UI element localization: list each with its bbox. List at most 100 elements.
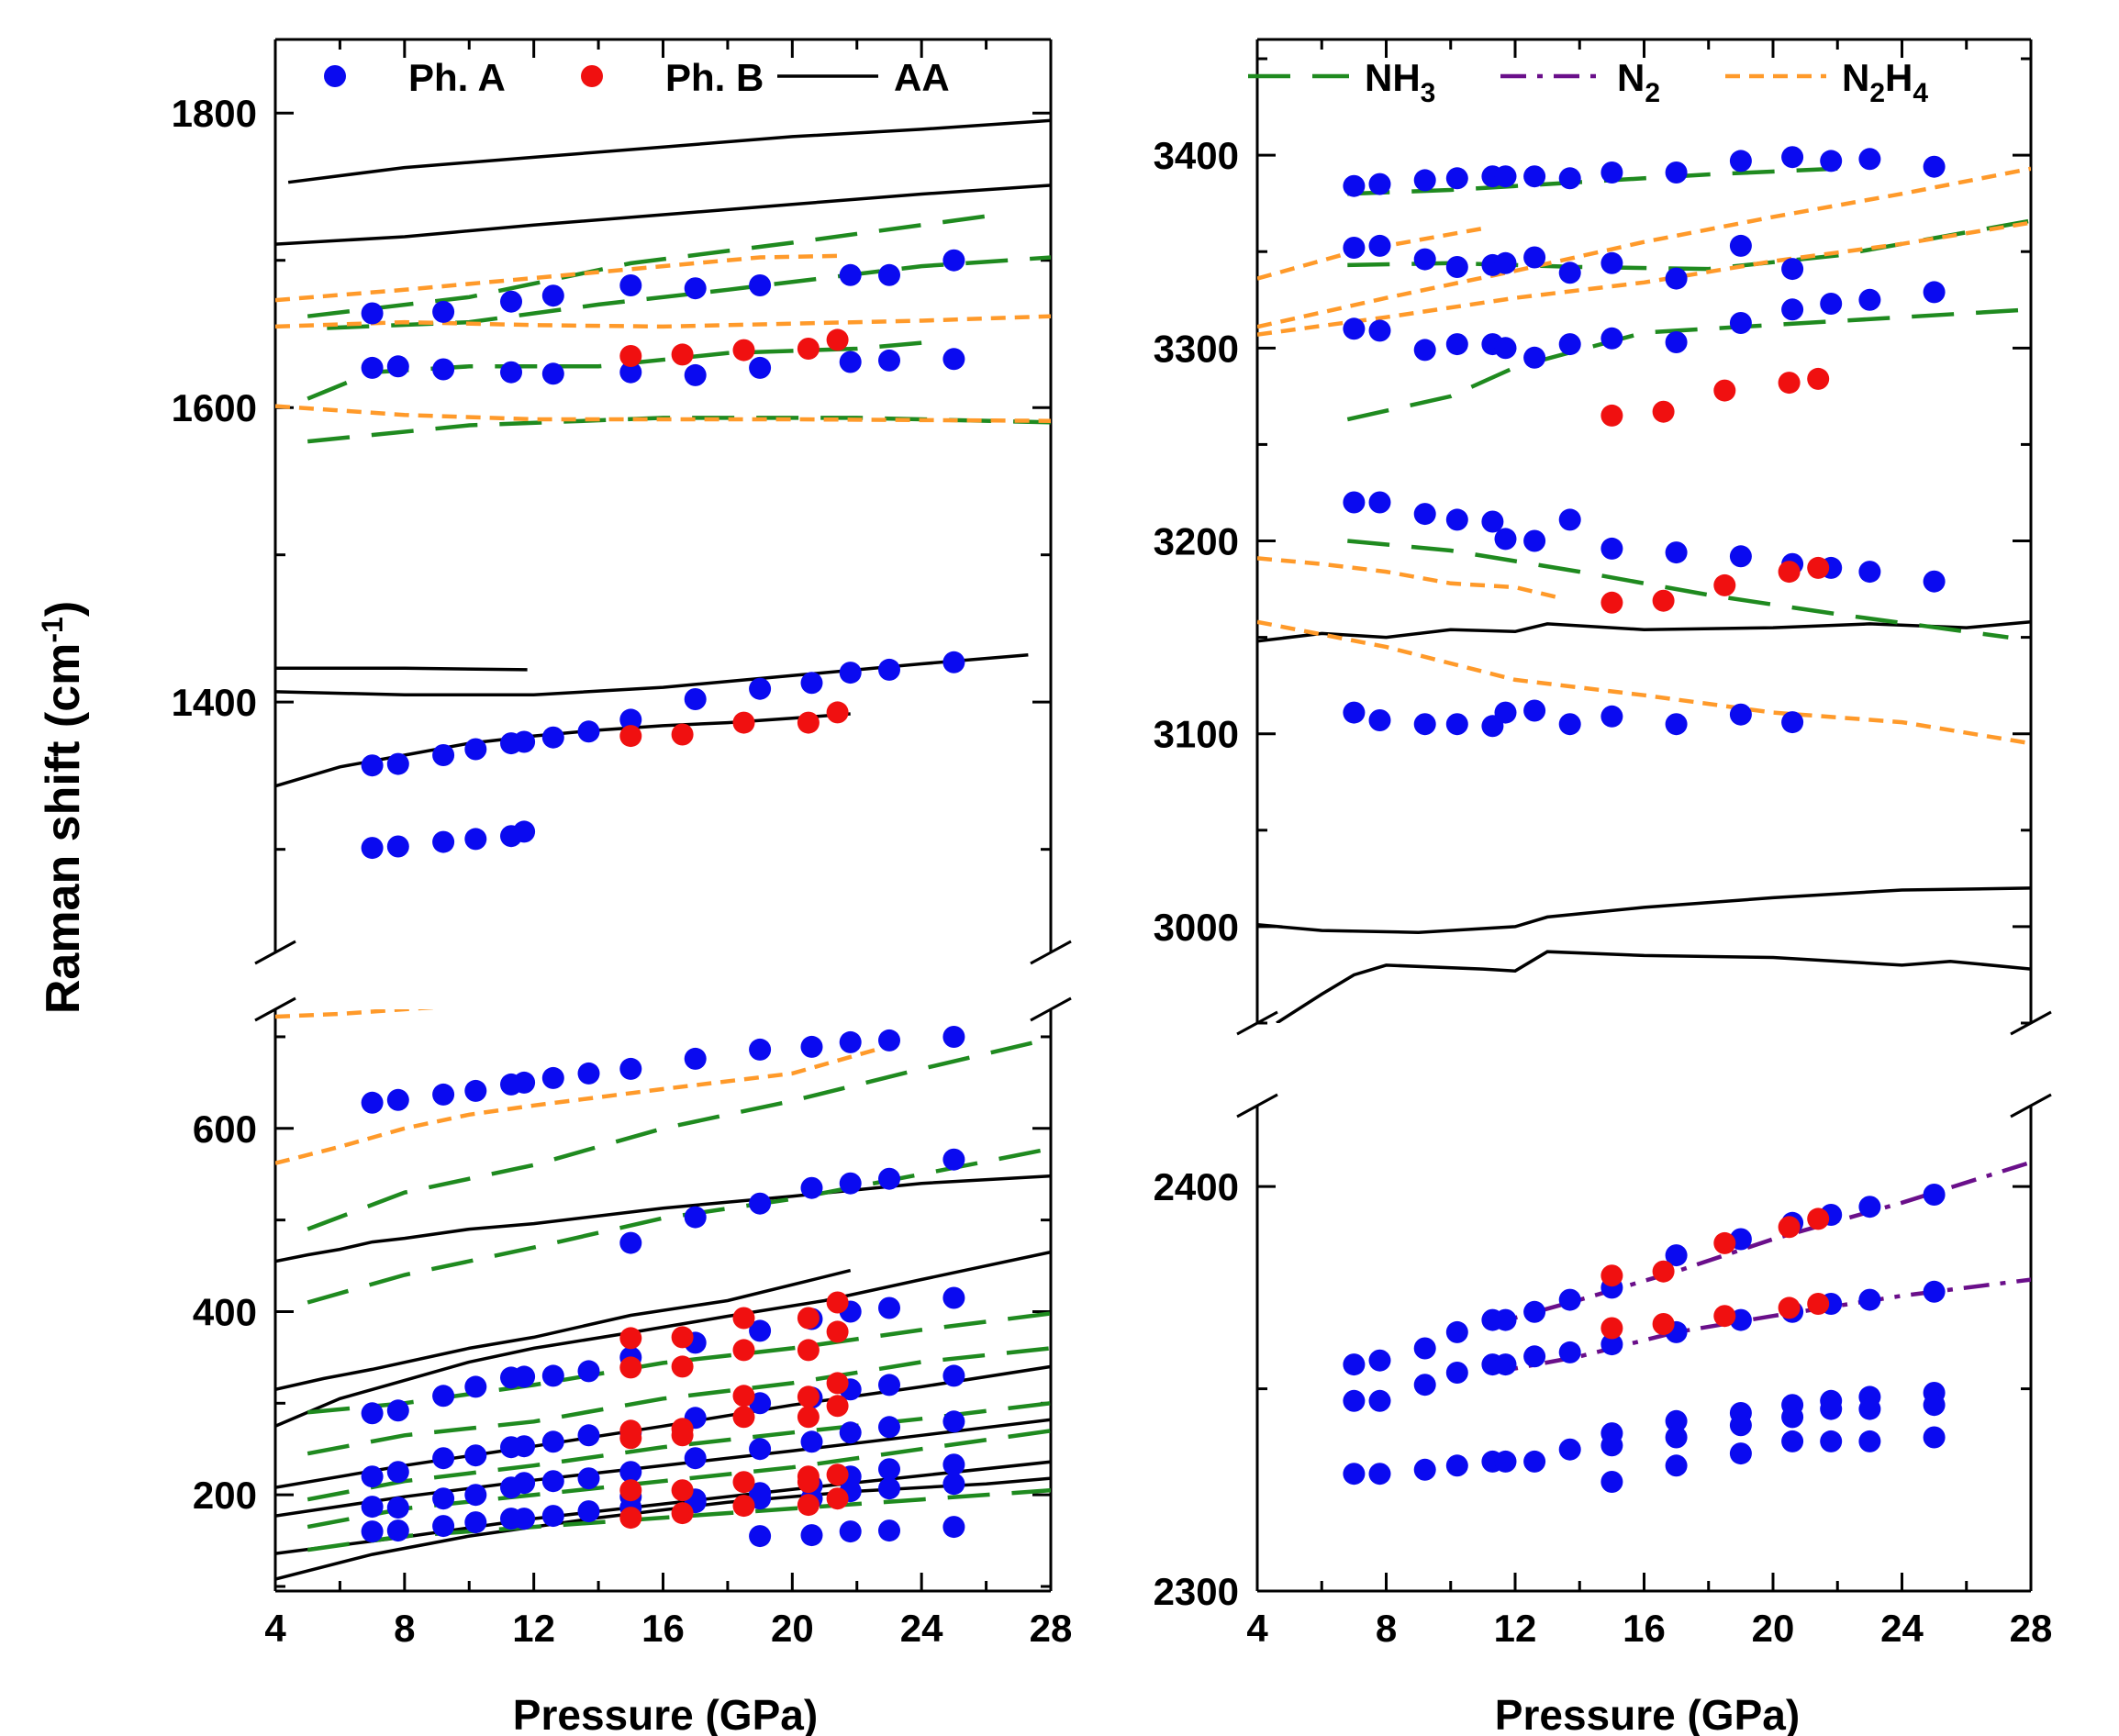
data-point-ph_a xyxy=(386,1497,409,1519)
series-line-n2h4 xyxy=(275,404,1051,423)
data-point-ph_a xyxy=(1781,258,1804,281)
data-point-ph_a xyxy=(577,1062,600,1085)
series-line-aa xyxy=(275,1174,1051,1263)
data-point-ph_a xyxy=(942,1286,965,1309)
data-point-ph_b xyxy=(671,343,694,366)
data-point-ph_a xyxy=(513,1508,536,1530)
data-point-ph_a xyxy=(800,1430,823,1453)
data-point-ph_a xyxy=(1343,1389,1366,1412)
data-point-ph_a xyxy=(1445,1454,1468,1477)
data-point-ph_a xyxy=(361,1496,384,1519)
data-point-ph_a xyxy=(1600,161,1623,184)
data-point-ph_a xyxy=(1523,1300,1546,1323)
series-line-n2h4 xyxy=(1257,166,2031,329)
data-point-ph_b xyxy=(797,1494,820,1517)
data-point-ph_a xyxy=(513,730,536,753)
data-point-ph_b xyxy=(1713,573,1736,596)
data-point-ph_a xyxy=(541,1364,564,1387)
y-axis-label-close: ) xyxy=(37,601,90,617)
data-point-ph_a xyxy=(942,1410,965,1433)
series-line-n2h4 xyxy=(1257,220,2031,337)
series-line-nh3 xyxy=(307,1346,1051,1456)
y-tick-label: 600 xyxy=(193,1107,257,1151)
data-point-ph_b xyxy=(797,1465,820,1488)
data-point-ph_a xyxy=(1413,1374,1436,1397)
data-point-ph_a xyxy=(464,828,487,851)
data-point-ph_a xyxy=(1558,1288,1581,1311)
x-tick-label: 12 xyxy=(1494,1607,1537,1650)
x-tick-label: 8 xyxy=(1376,1607,1397,1650)
data-point-ph_a xyxy=(1343,174,1366,197)
y-tick-label: 2300 xyxy=(1154,1570,1239,1613)
right-x-axis-label: Pressure (GPa) xyxy=(1495,1691,1800,1736)
y-tick-label: 3100 xyxy=(1154,713,1239,756)
data-point-ph_a xyxy=(1523,529,1546,552)
data-point-ph_b xyxy=(671,1479,694,1502)
data-point-ph_a xyxy=(1600,705,1623,728)
data-point-ph_a xyxy=(749,1192,772,1215)
data-point-ph_a xyxy=(839,351,862,373)
data-point-ph_a xyxy=(619,1057,642,1080)
data-point-ph_b xyxy=(732,1406,755,1429)
series-line-aa xyxy=(275,1418,1051,1518)
data-point-ph_a xyxy=(1445,256,1468,278)
data-point-ph_a xyxy=(619,361,642,384)
data-point-ph_a xyxy=(749,1038,772,1061)
data-point-ph_b xyxy=(1713,1231,1736,1254)
data-point-ph_a xyxy=(1665,713,1688,736)
x-tick-label: 28 xyxy=(1030,1607,1073,1650)
data-point-ph_a xyxy=(1558,1341,1581,1363)
data-point-ph_a xyxy=(1858,288,1881,311)
data-point-ph_a xyxy=(1781,298,1804,321)
data-point-ph_a xyxy=(1665,161,1688,184)
data-point-ph_a xyxy=(1445,508,1468,531)
data-point-ph_a xyxy=(361,1465,384,1488)
data-point-ph_a xyxy=(749,1319,772,1342)
data-point-ph_b xyxy=(1778,1296,1801,1319)
data-point-ph_a xyxy=(464,1444,487,1467)
data-point-ph_b xyxy=(1778,372,1801,395)
legend-label: NH3 xyxy=(1365,56,1435,108)
data-point-ph_b xyxy=(797,1406,820,1429)
data-point-ph_b xyxy=(1652,400,1675,423)
data-point-ph_a xyxy=(1523,246,1546,269)
data-point-ph_a xyxy=(541,1430,564,1453)
series-line-aa xyxy=(275,666,528,672)
data-point-ph_a xyxy=(577,1424,600,1447)
x-tick-label: 20 xyxy=(1752,1607,1795,1650)
data-point-ph_a xyxy=(1558,167,1581,190)
data-point-ph_a xyxy=(1494,1308,1517,1331)
data-point-ph_b xyxy=(826,1487,849,1510)
data-point-ph_a xyxy=(1413,713,1436,736)
data-point-ph_a xyxy=(1343,491,1366,514)
data-point-ph_b xyxy=(1807,1293,1830,1315)
data-point-ph_a xyxy=(1445,167,1468,190)
data-point-ph_a xyxy=(878,1416,900,1439)
data-point-ph_a xyxy=(541,726,564,749)
data-point-ph_a xyxy=(1923,155,1946,178)
data-point-ph_a xyxy=(1558,262,1581,284)
data-point-ph_a xyxy=(878,349,900,372)
y-tick-label: 3200 xyxy=(1154,520,1239,563)
left-panel: 4 8 12 16 20 24 28 1400 1600 1800 200 400 600 Ph. A Ph… xyxy=(172,38,1073,1650)
data-point-ph_a xyxy=(749,274,772,296)
data-point-ph_a xyxy=(942,1148,965,1171)
data-point-ph_a xyxy=(577,720,600,743)
data-point-ph_a xyxy=(1343,1463,1366,1486)
x-tick-label: 4 xyxy=(264,1607,286,1650)
data-point-ph_a xyxy=(1820,150,1843,172)
data-point-ph_a xyxy=(619,1231,642,1254)
data-point-ph_a xyxy=(878,1458,900,1481)
data-point-ph_a xyxy=(1494,165,1517,188)
data-point-ph_a xyxy=(1494,251,1517,274)
series-line-nh3 xyxy=(327,255,1051,330)
data-point-ph_a xyxy=(1923,281,1946,304)
data-point-ph_a xyxy=(1445,713,1468,736)
data-point-ph_a xyxy=(361,302,384,325)
data-point-ph_a xyxy=(1600,1471,1623,1493)
data-point-ph_a xyxy=(942,348,965,371)
data-point-ph_a xyxy=(839,1172,862,1195)
data-point-ph_a xyxy=(1343,701,1366,724)
data-point-ph_a xyxy=(361,356,384,379)
data-point-ph_a xyxy=(361,837,384,860)
